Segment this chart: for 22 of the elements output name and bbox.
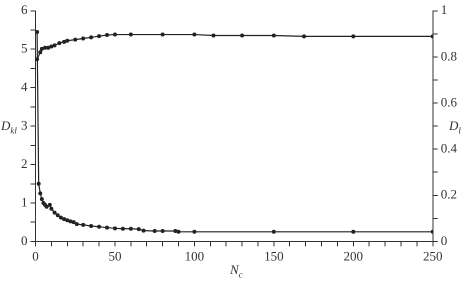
y2-tick-label: 0.4 xyxy=(440,140,458,156)
x-tick-label: 200 xyxy=(344,248,364,264)
y-tick-label: 2 xyxy=(21,156,28,171)
y2-axis-title: D$_{l}$ xyxy=(449,118,461,136)
x-axis-title: N$_{c}$ xyxy=(230,262,243,280)
y2-tick-label: 1 xyxy=(440,2,448,18)
x-tick-label: 0 xyxy=(32,248,39,264)
y-tick-label: 4 xyxy=(21,79,28,94)
y-tick-label: 5 xyxy=(21,40,28,56)
x-tick-label: 50 xyxy=(108,248,122,264)
x-tick-label: 150 xyxy=(264,248,284,264)
y-axis-title: D$_{kl}$ xyxy=(1,118,17,136)
y-tick-label: 6 xyxy=(21,2,28,18)
y-tick-label: 1 xyxy=(21,194,28,210)
y-tick-label: 0 xyxy=(21,232,28,248)
y-tick-label: 3 xyxy=(21,118,28,133)
y2-tick-label: 0 xyxy=(440,232,448,248)
y2-tick-label: 0.6 xyxy=(440,94,458,110)
y2-tick-label: 0.8 xyxy=(440,48,457,64)
y2-tick-label: 0.2 xyxy=(440,186,457,202)
x-tick-label: 250 xyxy=(423,248,442,264)
x-tick-label: 100 xyxy=(184,248,204,264)
